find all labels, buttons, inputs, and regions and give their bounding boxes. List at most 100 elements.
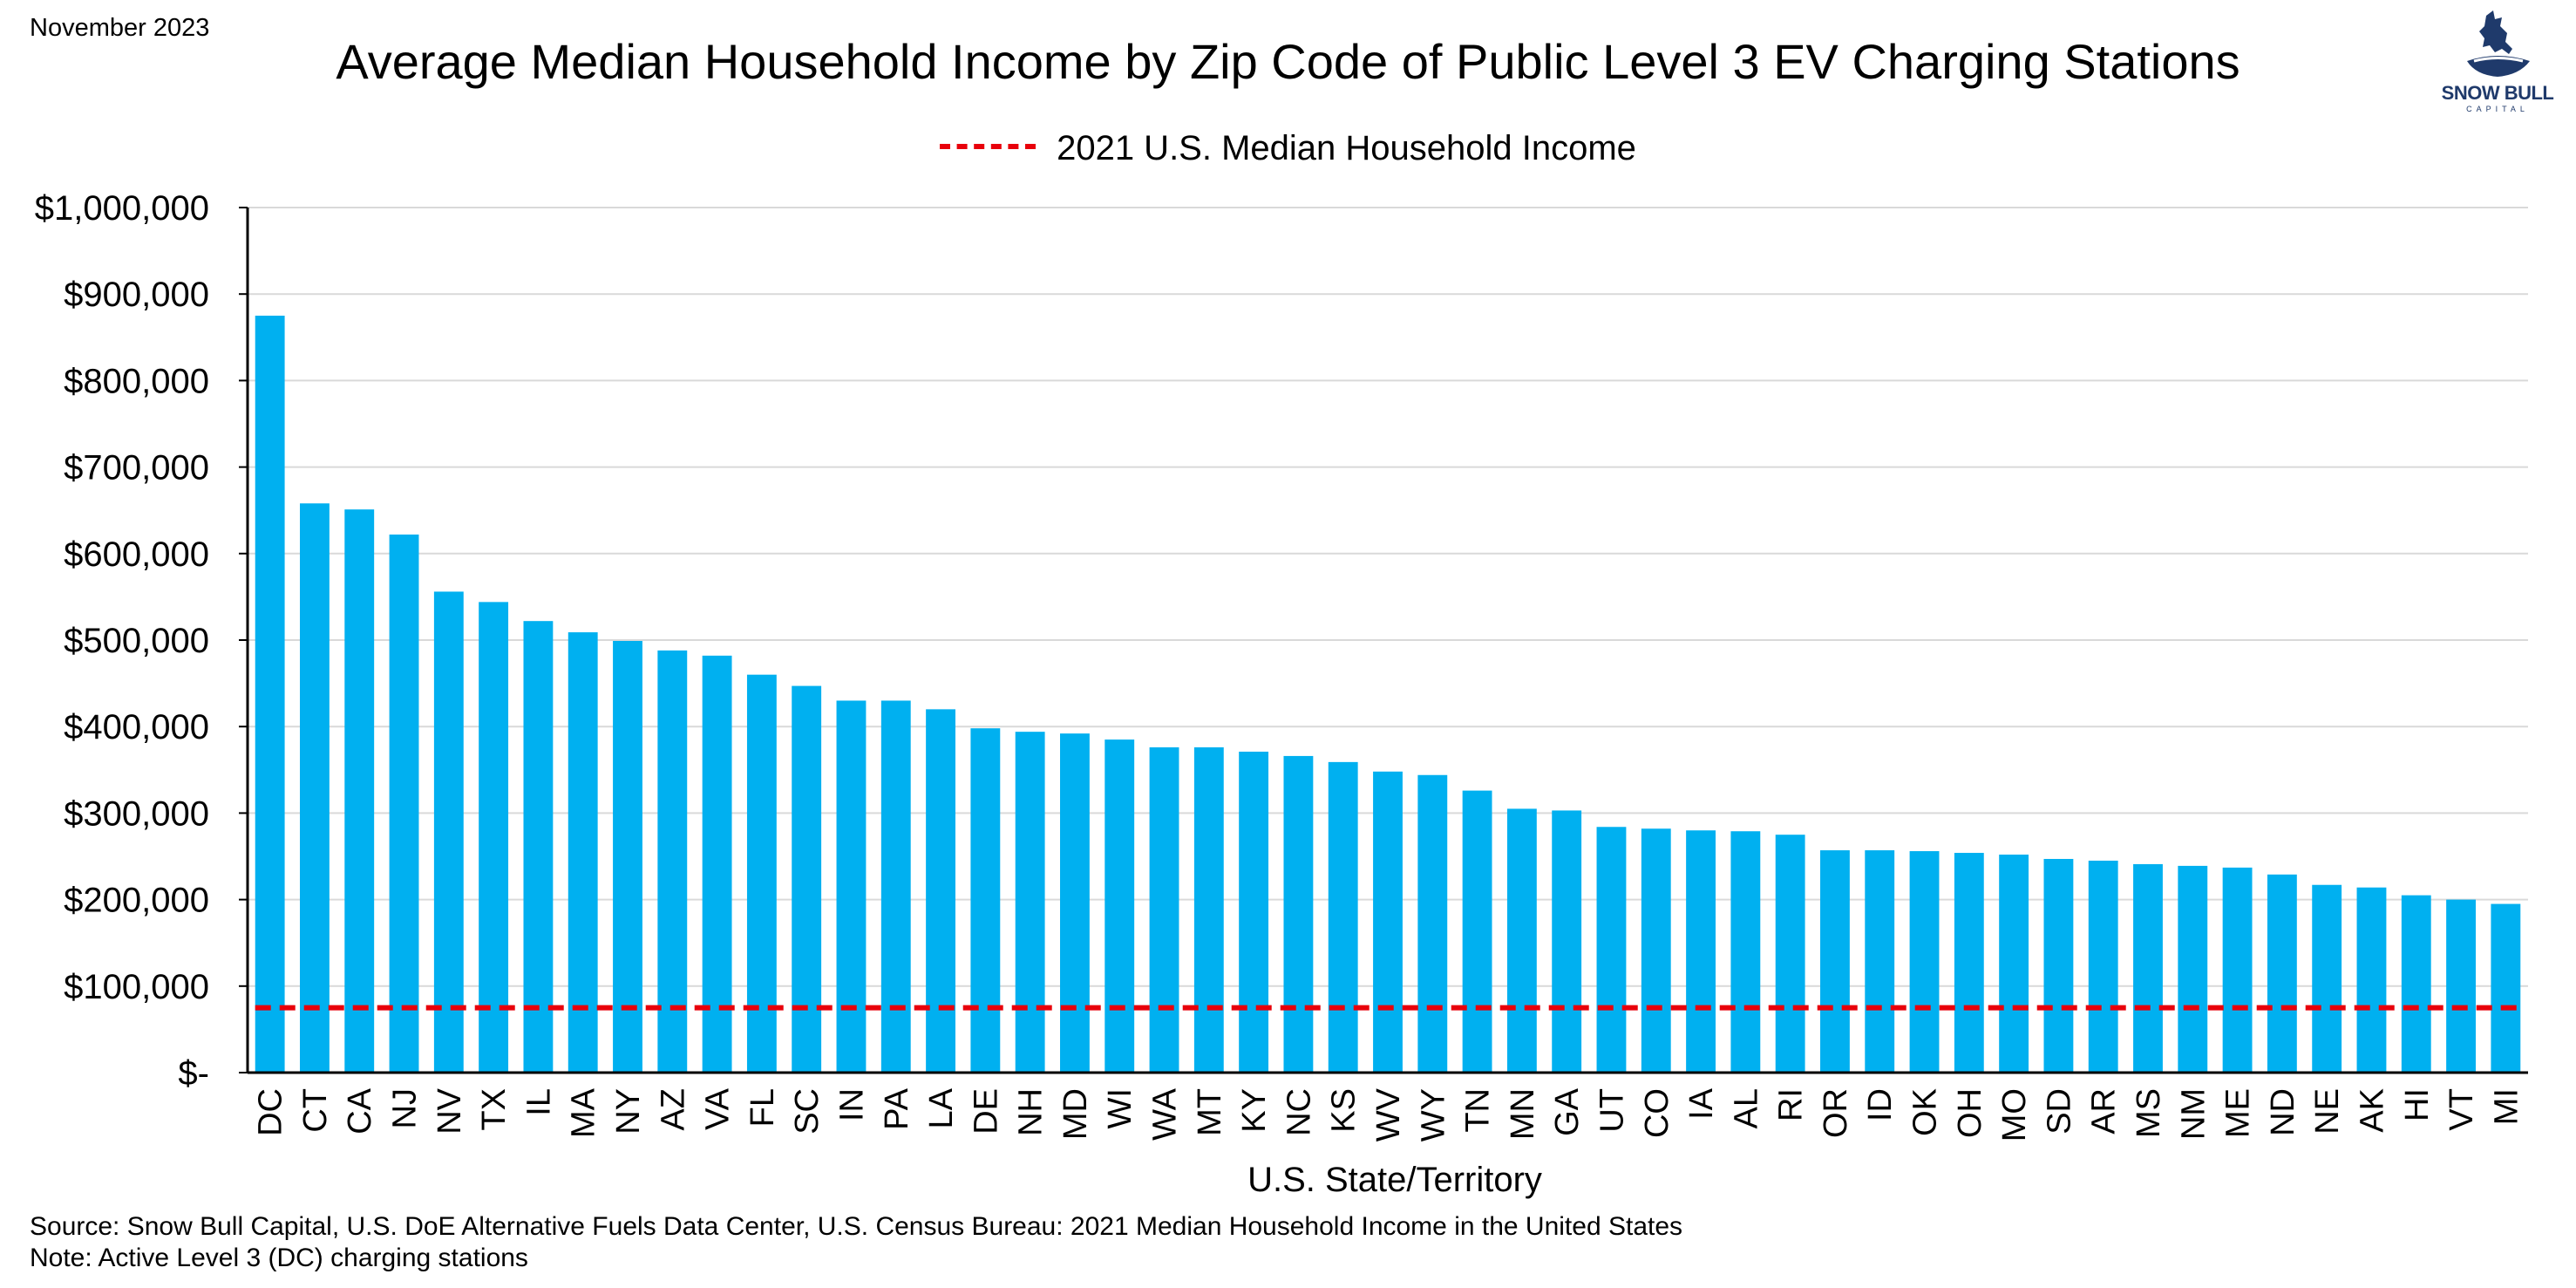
- bar-ar: [2088, 860, 2118, 1073]
- bar-sd: [2043, 858, 2074, 1073]
- bar-de: [970, 728, 1001, 1073]
- bar-ok: [1909, 851, 1940, 1073]
- x-tick-label: CT: [297, 1088, 334, 1133]
- bar-wa: [1149, 747, 1179, 1073]
- bar-mi: [2491, 903, 2521, 1073]
- bar-ca: [344, 509, 375, 1073]
- source-note: Source: Snow Bull Capital, U.S. DoE Alte…: [30, 1212, 1683, 1241]
- bar-nv: [433, 591, 464, 1073]
- bar-fl: [746, 674, 777, 1073]
- y-tick-label: $100,000: [64, 968, 209, 1006]
- report-date: November 2023: [30, 14, 210, 42]
- chart-title: Average Median Household Income by Zip C…: [336, 34, 2240, 89]
- x-tick-label: SD: [2041, 1088, 2077, 1135]
- x-tick-label: WV: [1370, 1087, 1407, 1141]
- bar-tx: [479, 602, 509, 1073]
- bar-hi: [2401, 895, 2431, 1073]
- x-tick-label: NJ: [387, 1088, 424, 1128]
- x-tick-label: WA: [1147, 1087, 1184, 1140]
- x-tick-label: KY: [1236, 1088, 1273, 1133]
- x-tick-label: MA: [566, 1087, 602, 1138]
- x-tick-label: ND: [2265, 1088, 2301, 1136]
- bar-ct: [300, 503, 330, 1073]
- x-tick-label: IA: [1683, 1087, 1720, 1120]
- x-tick-label: MO: [1996, 1088, 2033, 1141]
- x-tick-label: TN: [1460, 1088, 1497, 1133]
- x-tick-label: MS: [2131, 1088, 2167, 1138]
- bar-va: [702, 655, 732, 1073]
- y-tick-label: $400,000: [64, 708, 209, 746]
- bar-nc: [1283, 755, 1314, 1073]
- x-tick-label: OH: [1952, 1088, 1988, 1138]
- x-tick-label: MD: [1057, 1088, 1094, 1140]
- x-tick-label: NV: [432, 1087, 468, 1134]
- x-tick-label: IN: [833, 1088, 870, 1121]
- x-tick-label: MT: [1192, 1088, 1228, 1136]
- y-tick-label: $200,000: [64, 882, 209, 920]
- x-tick-label: LA: [923, 1087, 960, 1128]
- x-tick-label: ID: [1862, 1088, 1899, 1121]
- bar-ri: [1775, 835, 1805, 1073]
- y-tick-label: $1,000,000: [35, 189, 209, 228]
- bar-nj: [389, 534, 419, 1073]
- bar-oh: [1954, 853, 1984, 1073]
- x-tick-label: AK: [2354, 1088, 2390, 1133]
- bar-wy: [1417, 774, 1448, 1073]
- x-tick-label: AL: [1728, 1088, 1764, 1128]
- y-tick-label: $700,000: [64, 449, 209, 487]
- y-tick-label: $-: [178, 1054, 209, 1093]
- x-tick-label: WI: [1102, 1088, 1138, 1128]
- x-tick-label: HI: [2399, 1088, 2436, 1121]
- x-tick-label: OR: [1818, 1088, 1854, 1138]
- bar-ak: [2356, 887, 2387, 1073]
- x-tick-label: MI: [2488, 1088, 2525, 1125]
- x-tick-label: IL: [520, 1088, 557, 1116]
- x-tick-label: KS: [1326, 1088, 1363, 1133]
- footnote: Note: Active Level 3 (DC) charging stati…: [30, 1244, 528, 1272]
- bar-co: [1641, 828, 1671, 1073]
- x-tick-label: NY: [610, 1088, 647, 1135]
- bar-az: [657, 650, 688, 1073]
- y-tick-label: $900,000: [64, 276, 209, 314]
- bar-wv: [1373, 771, 1403, 1073]
- bar-ga: [1552, 810, 1582, 1073]
- bar-id: [1865, 850, 1895, 1073]
- bar-mo: [1999, 855, 2029, 1073]
- bar-sc: [792, 685, 822, 1073]
- bar-ny: [613, 640, 642, 1073]
- x-tick-label: VT: [2443, 1088, 2480, 1131]
- bar-ks: [1328, 761, 1358, 1073]
- x-tick-label: NE: [2309, 1088, 2346, 1135]
- x-tick-label: NM: [2175, 1088, 2212, 1140]
- bull-icon: [2467, 10, 2530, 77]
- bar-la: [926, 709, 955, 1073]
- x-tick-label: NC: [1281, 1088, 1317, 1136]
- y-tick-label: $300,000: [64, 794, 209, 833]
- bar-mn: [1506, 808, 1537, 1073]
- bar-dc: [255, 316, 285, 1073]
- legend-dashed-line-swatch: [940, 144, 1037, 150]
- logo-text: SNOW BULL: [2441, 82, 2554, 104]
- bar-ma: [568, 632, 598, 1073]
- bar-me: [2222, 867, 2253, 1073]
- y-tick-label: $800,000: [64, 362, 209, 400]
- x-tick-label: NH: [1013, 1088, 1050, 1136]
- y-tick-label: $500,000: [64, 622, 209, 660]
- x-tick-label: CA: [342, 1087, 378, 1134]
- x-tick-label: DE: [968, 1088, 1004, 1135]
- company-logo: SNOW BULL CAPITAL: [2432, 7, 2563, 120]
- bar-ky: [1239, 751, 1269, 1073]
- x-tick-label: VA: [700, 1087, 737, 1130]
- bar-nd: [2267, 874, 2297, 1073]
- x-tick-label: CO: [1639, 1088, 1675, 1138]
- bar-mt: [1193, 747, 1224, 1073]
- bar-ne: [2312, 884, 2342, 1073]
- bar-md: [1060, 733, 1090, 1073]
- x-tick-label: PA: [879, 1087, 915, 1130]
- bar-al: [1730, 831, 1761, 1073]
- bar-pa: [880, 700, 911, 1073]
- x-tick-label: ME: [2220, 1088, 2257, 1138]
- bar-il: [523, 621, 554, 1073]
- bar-chart: $- $100,000 $200,000 $300,000 $400,000 $500,0…: [35, 189, 2528, 1141]
- bar-ut: [1596, 827, 1627, 1073]
